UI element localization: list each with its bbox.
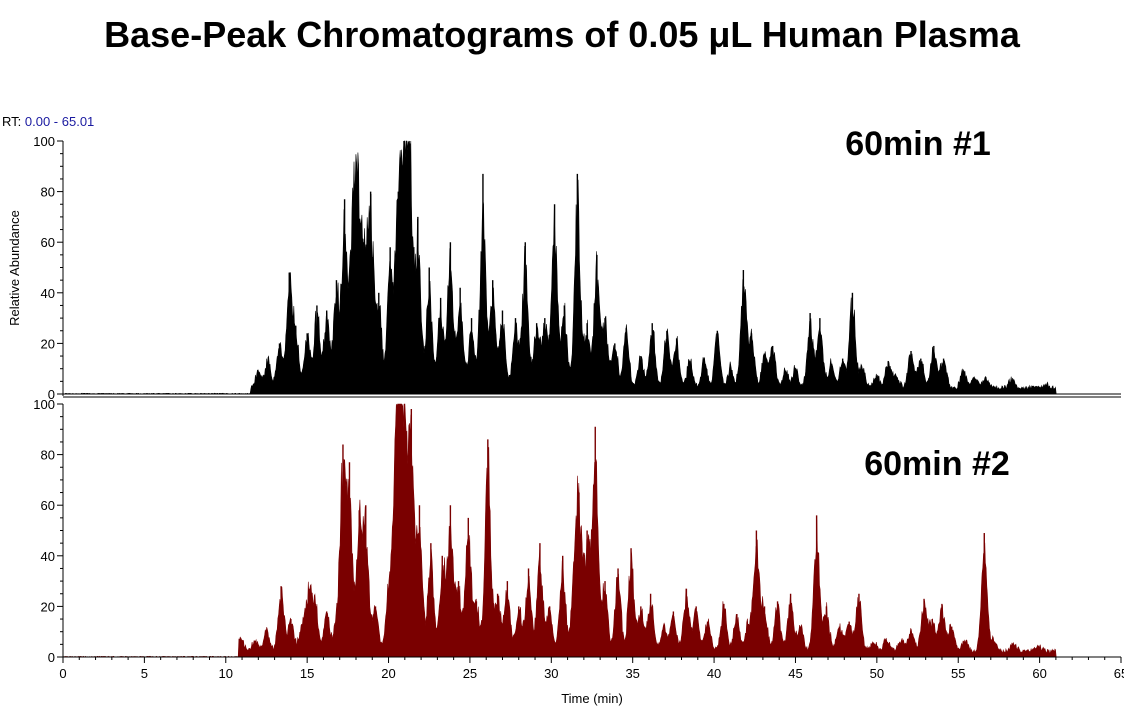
rt-range-value: 0.00 - 65.01 [24, 114, 95, 129]
y-tick-label: 60 [41, 498, 55, 513]
y-tick-label: 20 [41, 599, 55, 614]
rt-range-label: RT: 0.00 - 65.01 [2, 114, 94, 129]
y-tick-label: 100 [33, 397, 55, 412]
run-label-1: 60min #1 [845, 125, 991, 163]
x-tick-label: 0 [59, 666, 66, 681]
chromatogram-trace-2 [62, 403, 1121, 658]
x-axis-title: Time (min) [561, 691, 623, 706]
x-tick-label: 45 [788, 666, 802, 681]
y-tick-label: 60 [41, 235, 55, 250]
rt-prefix: RT: [2, 114, 22, 129]
x-tick-label: 65 [1114, 666, 1124, 681]
x-tick-label: 50 [870, 666, 884, 681]
x-tick-label: 25 [463, 666, 477, 681]
y-tick-label: 40 [41, 549, 55, 564]
x-tick-label: 10 [219, 666, 233, 681]
chromatogram-panel-2: 0 20 40 60 80 100 60min #2 0 5 10 15 20 25 30 35 40 45 50… [33, 397, 1124, 706]
chart-title: Base-Peak Chromatograms of 0.05 μL Human… [104, 14, 1020, 55]
x-tick-label: 15 [300, 666, 314, 681]
y-tick-label: 100 [33, 134, 55, 149]
x-tick-label: 60 [1032, 666, 1046, 681]
x-tick-label: 5 [141, 666, 148, 681]
x-tick-label: 35 [625, 666, 639, 681]
y-tick-label: 40 [41, 286, 55, 301]
x-tick-label: 40 [707, 666, 721, 681]
run-label-2: 60min #2 [864, 445, 1010, 483]
y-tick-label: 0 [48, 387, 55, 402]
chromatogram-trace-1 [62, 140, 1121, 395]
x-tick-label: 55 [951, 666, 965, 681]
x-tick-label: 20 [381, 666, 395, 681]
y-tick-label: 80 [41, 185, 55, 200]
chromatogram-panel-1: 0 20 40 60 80 100 60min #1 Relative Abundance [7, 125, 1121, 402]
y-axis-title: Relative Abundance [7, 210, 22, 326]
x-tick-label: 30 [544, 666, 558, 681]
y-tick-label: 80 [41, 448, 55, 463]
y-tick-label: 20 [41, 336, 55, 351]
y-tick-label: 0 [48, 650, 55, 665]
